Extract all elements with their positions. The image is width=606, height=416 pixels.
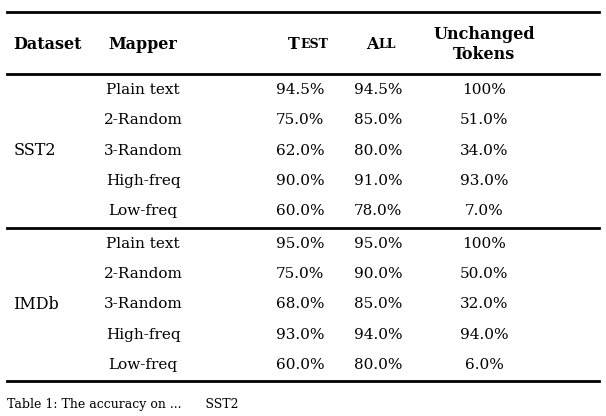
Text: 34.0%: 34.0% bbox=[460, 144, 508, 158]
Text: 32.0%: 32.0% bbox=[460, 297, 508, 312]
Text: 75.0%: 75.0% bbox=[276, 114, 324, 127]
Text: High-freq: High-freq bbox=[106, 327, 181, 342]
Text: Unchanged
Tokens: Unchanged Tokens bbox=[433, 27, 534, 63]
Text: Low-freq: Low-freq bbox=[108, 204, 178, 218]
Text: 85.0%: 85.0% bbox=[355, 297, 402, 312]
Text: T: T bbox=[288, 36, 300, 53]
Text: Dataset: Dataset bbox=[13, 36, 82, 53]
Text: 94.5%: 94.5% bbox=[354, 83, 402, 97]
Text: 85.0%: 85.0% bbox=[355, 114, 402, 127]
Text: 80.0%: 80.0% bbox=[354, 144, 402, 158]
Text: 3-Random: 3-Random bbox=[104, 297, 182, 312]
Text: 90.0%: 90.0% bbox=[354, 267, 403, 281]
Text: 3-Random: 3-Random bbox=[104, 144, 182, 158]
Text: EST: EST bbox=[300, 38, 328, 51]
Text: 95.0%: 95.0% bbox=[354, 237, 402, 251]
Text: 100%: 100% bbox=[462, 83, 506, 97]
Text: 2-Random: 2-Random bbox=[104, 114, 182, 127]
Text: 94.5%: 94.5% bbox=[276, 83, 324, 97]
Text: 91.0%: 91.0% bbox=[354, 174, 403, 188]
Text: 100%: 100% bbox=[462, 237, 506, 251]
Text: Plain text: Plain text bbox=[106, 237, 180, 251]
Text: SST2: SST2 bbox=[13, 142, 56, 159]
Text: 93.0%: 93.0% bbox=[276, 327, 324, 342]
Text: High-freq: High-freq bbox=[106, 174, 181, 188]
Text: 51.0%: 51.0% bbox=[460, 114, 508, 127]
Text: 95.0%: 95.0% bbox=[276, 237, 324, 251]
Text: LL: LL bbox=[378, 38, 396, 51]
Text: 60.0%: 60.0% bbox=[276, 358, 324, 372]
Text: 2-Random: 2-Random bbox=[104, 267, 182, 281]
Text: 80.0%: 80.0% bbox=[354, 358, 402, 372]
Text: Low-freq: Low-freq bbox=[108, 358, 178, 372]
Text: 75.0%: 75.0% bbox=[276, 267, 324, 281]
Text: IMDb: IMDb bbox=[13, 296, 59, 313]
Text: 68.0%: 68.0% bbox=[276, 297, 324, 312]
Text: 7.0%: 7.0% bbox=[465, 204, 504, 218]
Text: 94.0%: 94.0% bbox=[460, 327, 508, 342]
Text: Table 1: The accuracy on ...      SST2: Table 1: The accuracy on ... SST2 bbox=[7, 398, 239, 411]
Text: 62.0%: 62.0% bbox=[276, 144, 324, 158]
Text: 60.0%: 60.0% bbox=[276, 204, 324, 218]
Text: A: A bbox=[366, 36, 378, 53]
Text: 6.0%: 6.0% bbox=[465, 358, 504, 372]
Text: 94.0%: 94.0% bbox=[354, 327, 403, 342]
Text: 90.0%: 90.0% bbox=[276, 174, 324, 188]
Text: 78.0%: 78.0% bbox=[355, 204, 402, 218]
Text: Mapper: Mapper bbox=[108, 36, 178, 53]
Text: Plain text: Plain text bbox=[106, 83, 180, 97]
Text: 93.0%: 93.0% bbox=[460, 174, 508, 188]
Text: 50.0%: 50.0% bbox=[460, 267, 508, 281]
